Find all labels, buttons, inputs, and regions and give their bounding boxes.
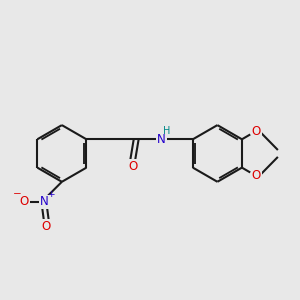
Text: −: − [13, 189, 21, 199]
Text: N: N [157, 133, 165, 146]
Text: O: O [42, 220, 51, 233]
Text: O: O [19, 195, 28, 208]
Text: O: O [128, 160, 137, 173]
Text: O: O [252, 169, 261, 182]
Text: H: H [163, 126, 171, 136]
Text: N: N [40, 195, 49, 208]
Text: O: O [252, 125, 261, 138]
Text: +: + [47, 190, 54, 200]
